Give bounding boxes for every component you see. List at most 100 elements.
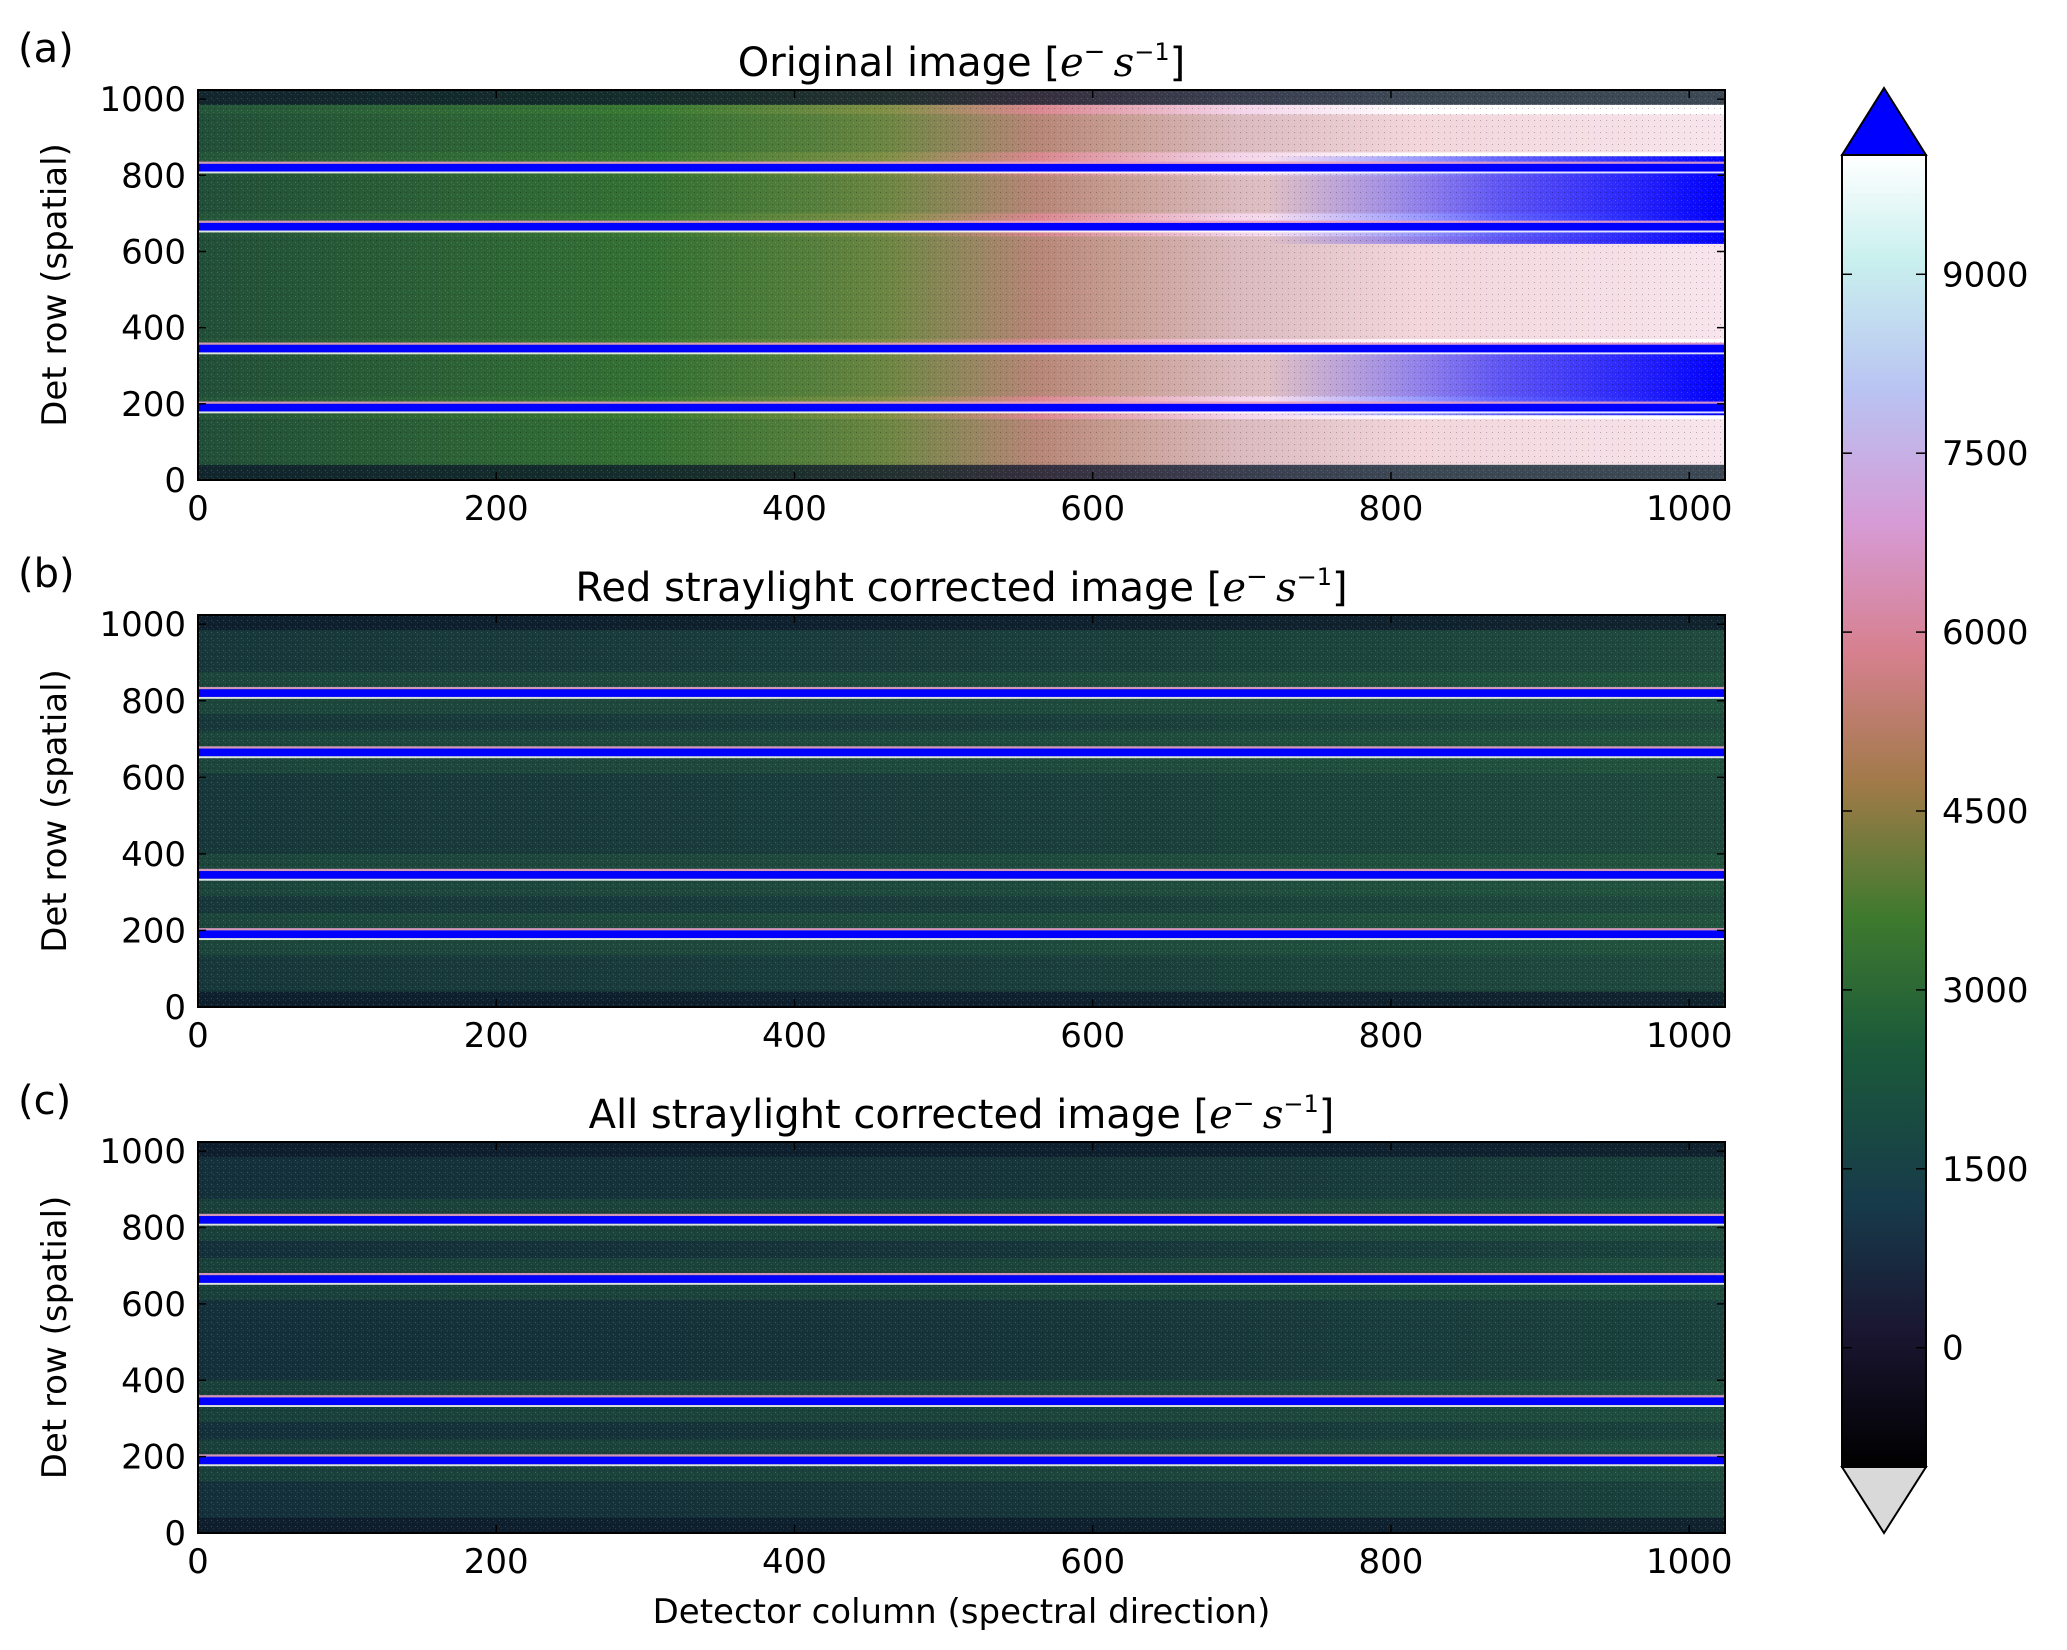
x-tick-label: 800 (1359, 1016, 1424, 1056)
band-edge (198, 1223, 1725, 1226)
x-tick-label: 800 (1359, 1542, 1424, 1582)
saturated-band (198, 930, 1725, 939)
colorbar-tick-label: 3000 (1942, 971, 2029, 1011)
band-edge (198, 1282, 1725, 1285)
saturated-band (198, 344, 1725, 353)
y-tick-label: 400 (121, 309, 186, 349)
noise-overlay (198, 615, 1725, 1007)
x-tick-label: 600 (1060, 1016, 1125, 1056)
colorbar-tick-label: 7500 (1942, 434, 2029, 474)
panel-2: 0 200 400 600 800 1000 0 200 400 600 800 1000 Det ro… (18, 551, 1732, 1056)
band-edge (198, 696, 1725, 699)
saturated-band (198, 871, 1725, 879)
saturated-band (198, 222, 1725, 231)
panel-1: 0 200 400 600 800 1000 0 200 400 600 800 1000 Det ro… (18, 26, 1732, 529)
panel-label: (b) (18, 551, 75, 597)
saturated-band (198, 1456, 1725, 1465)
x-tick-label: 200 (464, 1016, 529, 1056)
y-tick-label: 600 (121, 1285, 186, 1325)
panel-label: (a) (18, 26, 74, 72)
noise-overlay (198, 1142, 1725, 1533)
y-tick-label: 1000 (99, 605, 186, 645)
band-edge (198, 411, 1725, 414)
y-tick-label: 200 (121, 911, 186, 951)
panel-title: Red straylight corrected image [e− s−1] (575, 562, 1347, 611)
x-tick-label: 1000 (1646, 1542, 1733, 1582)
y-tick-label: 400 (121, 1361, 186, 1401)
y-tick-label: 800 (121, 156, 186, 196)
colorbar-tick-label: 6000 (1942, 613, 2029, 653)
x-tick-label: 800 (1359, 489, 1424, 529)
y-tick-label: 800 (121, 1209, 186, 1249)
colorbar-under-arrow (1840, 1466, 1928, 1535)
band-edge (198, 878, 1725, 881)
x-tick-label: 600 (1060, 1542, 1125, 1582)
noise-overlay (198, 90, 1725, 480)
colorbar-tick-label: 4500 (1942, 792, 2029, 832)
saturated-band (198, 689, 1725, 697)
band-edge (198, 746, 1725, 749)
band-edge (198, 342, 1725, 345)
x-tick-label: 0 (187, 1542, 209, 1582)
saturated-band (198, 1275, 1725, 1283)
x-axis-label: Detector column (spectral direction) (653, 1592, 1271, 1632)
band-edge (198, 1395, 1725, 1398)
colorbar-over-arrow (1840, 86, 1928, 156)
x-tick-label: 1000 (1646, 1016, 1733, 1056)
axes-frame (197, 89, 1726, 481)
band-edge (198, 868, 1725, 872)
band-edge (198, 756, 1725, 759)
saturated-band (198, 748, 1725, 757)
y-axis-label: Det row (spatial) (35, 669, 75, 953)
axes-frame (197, 614, 1726, 1008)
y-tick-label: 800 (121, 682, 186, 722)
band-edge (198, 1272, 1725, 1276)
saturated-band (198, 403, 1725, 412)
colorbar-tick-label: 9000 (1942, 255, 2029, 295)
colorbar-tick-label: 1500 (1942, 1150, 2029, 1190)
band-edge (198, 938, 1725, 941)
band-edge (198, 161, 1725, 164)
band-edge (198, 352, 1725, 355)
colorbar: 0 1500 3000 4500 6000 7500 9000 (1840, 86, 2029, 1535)
y-tick-label: 0 (164, 988, 186, 1028)
x-tick-label: 400 (762, 1016, 827, 1056)
x-tick-label: 200 (464, 1542, 529, 1582)
y-tick-label: 600 (121, 232, 186, 272)
saturated-band (198, 163, 1725, 172)
y-axis-label: Det row (spatial) (35, 143, 75, 427)
band-edge (198, 928, 1725, 931)
y-tick-label: 600 (121, 758, 186, 798)
band-edge (198, 171, 1725, 174)
y-tick-label: 200 (121, 385, 186, 425)
panel-label: (c) (18, 1078, 71, 1124)
y-axis-label: Det row (spatial) (35, 1196, 75, 1480)
panel-title: All straylight corrected image [e− s−1] (589, 1089, 1335, 1138)
x-tick-label: 400 (762, 489, 827, 529)
axes-frame (197, 1141, 1726, 1534)
colorbar-tick-label: 0 (1942, 1329, 1964, 1369)
band-edge (198, 1464, 1725, 1467)
x-tick-label: 400 (762, 1542, 827, 1582)
x-tick-label: 0 (187, 489, 209, 529)
band-edge (198, 1405, 1725, 1407)
colorbar-gradient (1842, 155, 1926, 1467)
y-tick-label: 1000 (99, 80, 186, 120)
band-edge (198, 686, 1725, 690)
band-edge (198, 401, 1725, 404)
y-tick-label: 200 (121, 1438, 186, 1478)
band-edge (198, 220, 1725, 223)
saturated-band (198, 1397, 1725, 1406)
band-edge (198, 230, 1725, 233)
y-tick-label: 0 (164, 1514, 186, 1554)
y-tick-label: 400 (121, 835, 186, 875)
band-edge (198, 1454, 1725, 1457)
x-tick-label: 600 (1060, 489, 1125, 529)
y-tick-label: 0 (164, 461, 186, 501)
panel-3: 0 200 400 600 800 1000 0 200 400 600 800 1000 Det ro… (18, 1078, 1732, 1632)
saturated-band (198, 1216, 1725, 1224)
band-edge (198, 1213, 1725, 1217)
x-tick-label: 0 (187, 1016, 209, 1056)
y-tick-label: 1000 (99, 1132, 186, 1172)
